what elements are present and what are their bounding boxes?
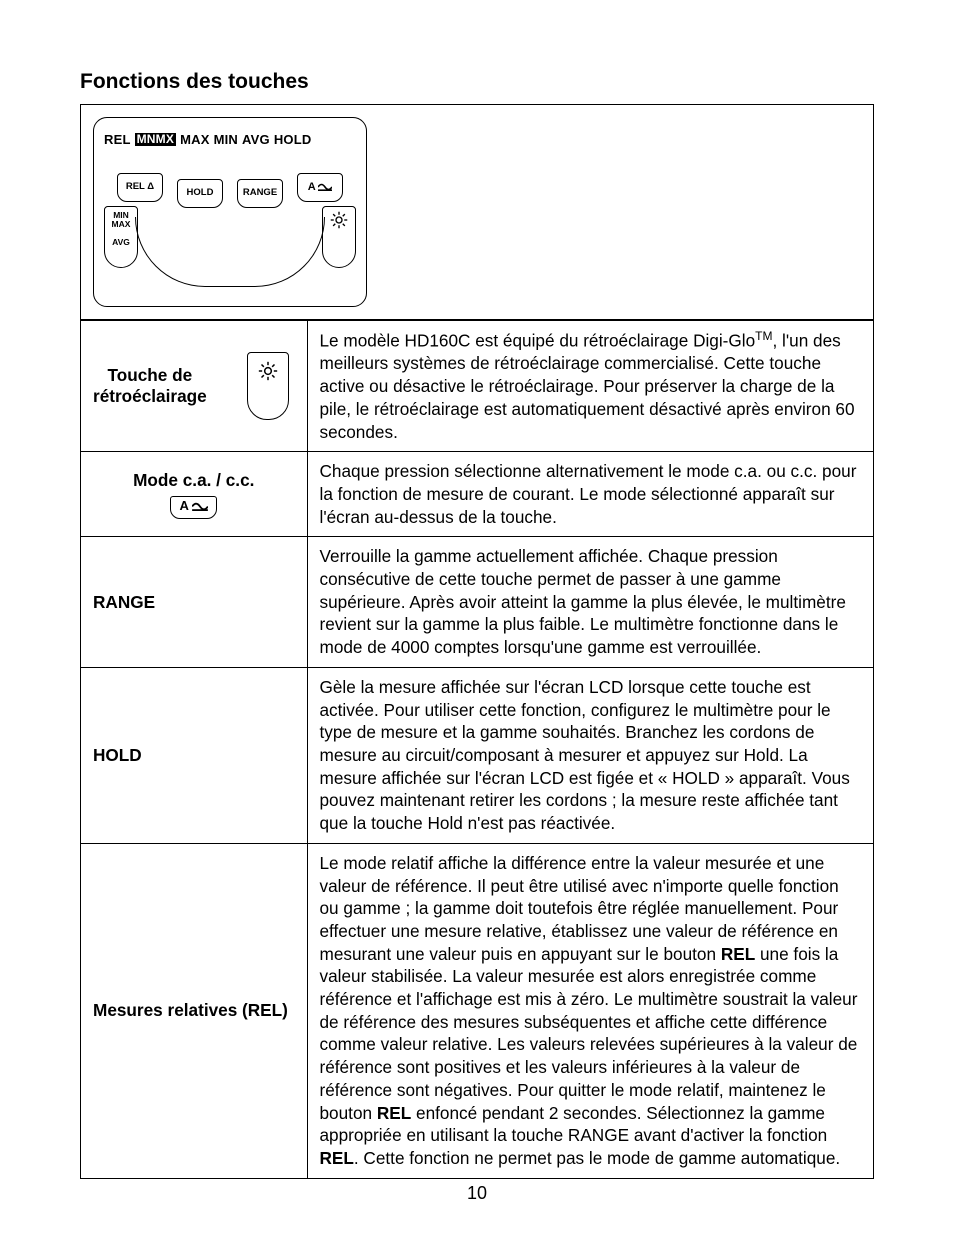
lcd-indicators: REL MNMX MAX MIN AVG HOLD xyxy=(104,132,356,147)
acdc-icon: A xyxy=(308,182,333,193)
range-label: RANGE xyxy=(81,537,307,668)
table-row: Mode c.a. / c.c. A Chaque pression sélec… xyxy=(81,452,873,537)
indicator-rel: REL xyxy=(104,132,131,147)
indicator-avg: AVG xyxy=(242,132,270,147)
acdc-label-cell: Mode c.a. / c.c. A xyxy=(81,452,307,537)
hold-label: HOLD xyxy=(81,667,307,843)
minmax-button: MIN MAX AVG xyxy=(104,206,138,268)
backlight-button-graphic xyxy=(247,352,289,420)
hold-desc: Gèle la mesure affichée sur l'écran LCD … xyxy=(307,667,873,843)
acdc-button-graphic: A xyxy=(170,496,217,519)
diagram-cell: REL MNMX MAX MIN AVG HOLD REL Δ HOLD RAN… xyxy=(81,105,873,320)
keypad-buttons: REL Δ HOLD RANGE A xyxy=(105,173,355,283)
sun-icon xyxy=(330,211,348,229)
indicator-mnmx: MNMX xyxy=(135,133,176,146)
acdc-button: A xyxy=(297,173,343,202)
rel-desc: Le mode relatif affiche la différence en… xyxy=(307,843,873,1177)
table-row: RANGE Verrouille la gamme actuellement a… xyxy=(81,537,873,668)
table-row: Touche de rétroéclairage xyxy=(81,321,873,452)
table-row: Mesures relatives (REL) Le mode relatif … xyxy=(81,843,873,1177)
sun-icon xyxy=(258,361,278,381)
indicator-min: MIN xyxy=(214,132,238,147)
backlight-label-cell: Touche de rétroéclairage xyxy=(81,321,307,452)
acdc-label: Mode c.a. / c.c. xyxy=(133,470,254,490)
indicator-max: MAX xyxy=(180,132,210,147)
range-button: RANGE xyxy=(237,179,283,208)
backlight-button xyxy=(322,206,356,268)
page-title: Fonctions des touches xyxy=(80,70,874,94)
page-number: 10 xyxy=(80,1183,874,1204)
functions-table: Touche de rétroéclairage xyxy=(81,320,873,1178)
rel-button: REL Δ xyxy=(117,173,163,202)
acdc-desc: Chaque pression sélectionne alternativem… xyxy=(307,452,873,537)
keypad-arc xyxy=(135,217,325,287)
indicator-hold: HOLD xyxy=(274,132,312,147)
range-desc: Verrouille la gamme actuellement affiché… xyxy=(307,537,873,668)
content-frame: REL MNMX MAX MIN AVG HOLD REL Δ HOLD RAN… xyxy=(80,104,874,1179)
table-row: HOLD Gèle la mesure affichée sur l'écran… xyxy=(81,667,873,843)
backlight-label-line2: rétroéclairage xyxy=(93,386,207,406)
backlight-desc: Le modèle HD160C est équipé du rétroécla… xyxy=(307,321,873,452)
rel-label: Mesures relatives (REL) xyxy=(81,843,307,1177)
backlight-label-line1: Touche de xyxy=(108,365,193,385)
hold-button: HOLD xyxy=(177,179,223,208)
keypad-diagram: REL MNMX MAX MIN AVG HOLD REL Δ HOLD RAN… xyxy=(93,117,367,307)
